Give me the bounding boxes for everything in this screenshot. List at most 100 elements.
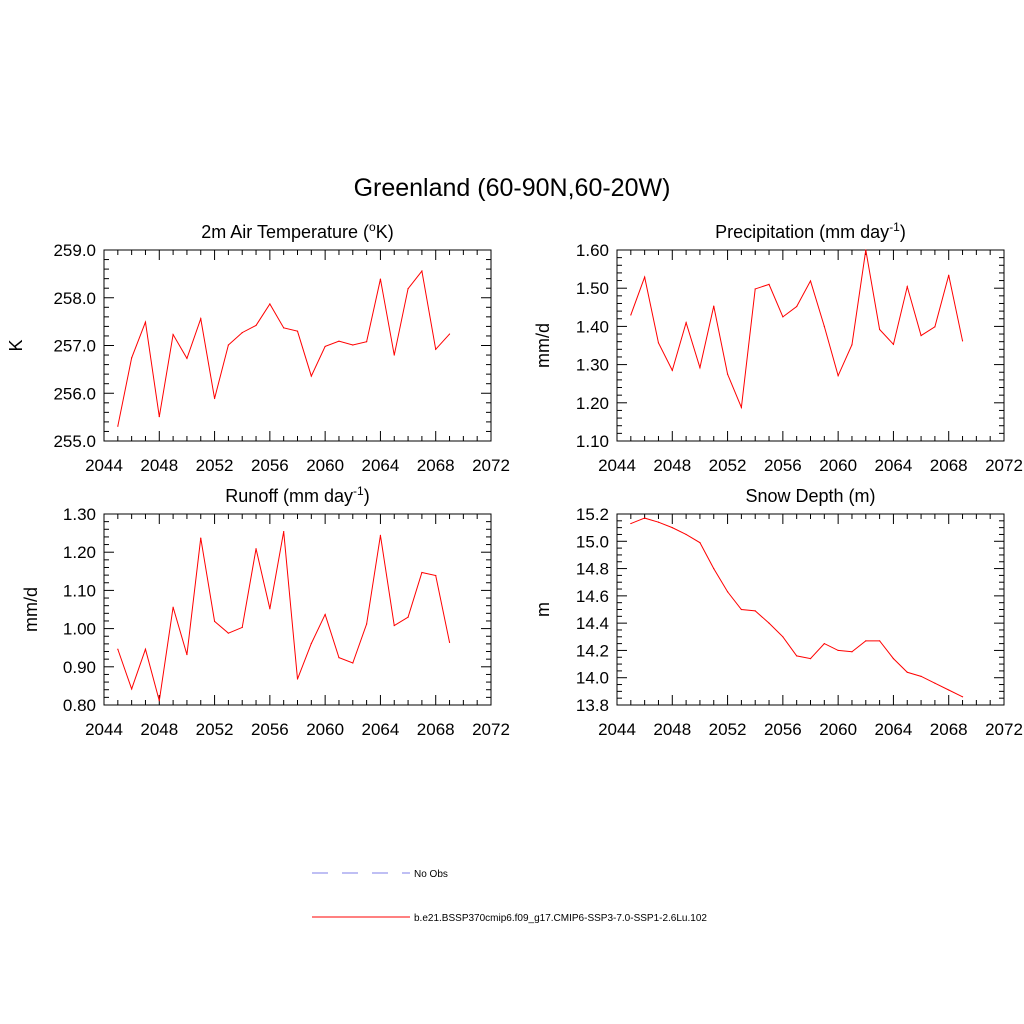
x-tick-label: 2068 [930, 720, 968, 739]
data-point [407, 616, 409, 618]
data-point [172, 333, 174, 336]
data-point [713, 305, 715, 307]
data-point [393, 624, 395, 627]
y-tick-label: 1.30 [576, 356, 609, 375]
data-point [948, 274, 950, 276]
x-tick-label: 2048 [653, 456, 691, 475]
data-point [186, 653, 188, 656]
precipitation-ylabel: mm/d [533, 323, 553, 368]
data-point [338, 657, 340, 659]
y-tick-label: 1.00 [63, 620, 96, 639]
precipitation-title: Precipitation (mm day-1) [715, 220, 906, 242]
data-point [144, 648, 147, 650]
data-point [657, 342, 660, 344]
x-tick-label: 2064 [362, 456, 400, 475]
x-tick-label: 2056 [764, 456, 802, 475]
data-point [241, 626, 243, 629]
x-tick-label: 2056 [251, 456, 289, 475]
data-point [837, 375, 839, 377]
data-point [296, 330, 299, 332]
data-point [131, 688, 133, 690]
data-point [906, 671, 908, 673]
data-point [213, 620, 216, 622]
data-point [435, 574, 437, 577]
data-point [407, 288, 409, 290]
data-point [726, 373, 729, 375]
data-point [310, 375, 312, 377]
x-tick-label: 2072 [472, 456, 510, 475]
x-tick-label: 2056 [251, 720, 289, 739]
y-tick-label: 257.0 [53, 337, 96, 356]
x-tick-label: 2072 [985, 456, 1023, 475]
data-point [352, 344, 354, 346]
air-temperature-series-line [117, 269, 450, 427]
data-point [851, 651, 853, 653]
data-point [186, 357, 188, 359]
y-tick-label: 1.40 [576, 317, 609, 336]
y-tick-label: 14.6 [576, 587, 609, 606]
data-point [630, 314, 632, 316]
data-point [144, 321, 147, 323]
x-tick-label: 2072 [472, 720, 510, 739]
data-point [699, 542, 701, 544]
data-point [200, 318, 202, 320]
y-tick-label: 255.0 [53, 432, 96, 451]
data-point [879, 328, 881, 331]
data-point [393, 354, 395, 356]
y-tick-label: 14.8 [576, 560, 609, 579]
data-point [879, 640, 881, 642]
data-point [379, 534, 382, 536]
precipitation-series-line [630, 249, 964, 410]
data-point [740, 406, 742, 408]
data-point [448, 641, 451, 643]
data-point [906, 286, 908, 288]
y-tick-label: 15.2 [576, 505, 609, 524]
air-temperature-ylabel: K [6, 339, 26, 351]
x-tick-label: 2044 [85, 720, 123, 739]
x-tick-label: 2072 [985, 720, 1023, 739]
y-tick-label: 14.4 [576, 614, 609, 633]
data-point [754, 610, 756, 612]
legend: No Obs b.e21.BSSP370cmip6.f09_g17.CMIP6-… [312, 869, 707, 924]
data-point [241, 332, 243, 334]
panel-runoff: 2044 2048 2052 2056 2060 2064 2068 2072 0.80 0.90… [21, 484, 510, 739]
data-point [892, 658, 895, 660]
y-tick-label: 14.2 [576, 641, 609, 660]
data-point [283, 327, 285, 329]
runoff-title: Runoff (mm day-1) [225, 484, 369, 506]
x-tick-label: 2068 [417, 456, 455, 475]
x-tick-label: 2048 [140, 720, 178, 739]
x-tick-label: 2064 [875, 720, 913, 739]
data-point [754, 288, 756, 290]
snow-depth-series-line [630, 517, 963, 698]
data-point [671, 527, 673, 529]
y-tick-label: 1.60 [576, 241, 609, 260]
data-point [657, 521, 660, 523]
x-tick-label: 2052 [196, 456, 234, 475]
data-point [255, 548, 257, 550]
y-tick-label: 1.20 [576, 394, 609, 413]
air-temperature-frame [103, 249, 492, 442]
precipitation-frame [616, 249, 1005, 442]
data-point [117, 648, 119, 650]
x-tick-label: 2052 [709, 720, 747, 739]
runoff-series-line [117, 531, 451, 701]
data-point [782, 636, 784, 638]
data-point [740, 608, 742, 611]
y-tick-label: 14.0 [576, 669, 609, 688]
data-point [324, 613, 326, 616]
data-point [644, 276, 646, 278]
data-point [421, 571, 423, 574]
data-point [158, 416, 160, 418]
data-point [796, 305, 798, 308]
data-point [865, 249, 867, 251]
data-point [948, 689, 950, 691]
data-point [352, 662, 354, 664]
x-tick-label: 2064 [362, 720, 400, 739]
x-tick-label: 2044 [85, 456, 123, 475]
y-tick-label: 1.10 [63, 581, 96, 600]
data-point [448, 333, 451, 335]
x-tick-label: 2064 [875, 456, 913, 475]
data-point [213, 397, 216, 400]
